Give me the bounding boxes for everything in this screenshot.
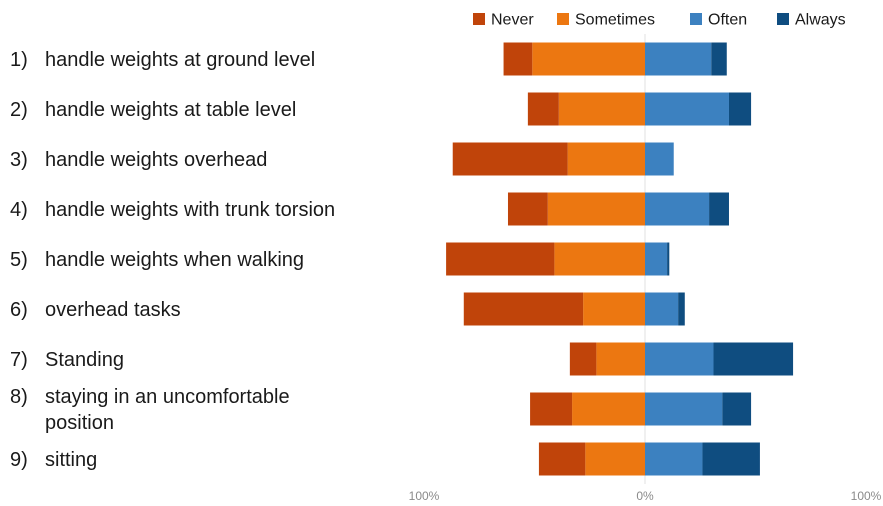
bar-sometimes	[596, 342, 645, 376]
bar-never	[463, 292, 584, 326]
category-label: handle weights when walking	[45, 249, 304, 271]
category-number: 3)	[10, 149, 28, 171]
legend-swatch-never	[473, 13, 485, 25]
bar-never	[507, 192, 548, 226]
category-number: 4)	[10, 199, 28, 221]
bar-always	[722, 392, 752, 426]
bar-sometimes	[554, 242, 645, 276]
bar-often	[645, 142, 674, 176]
x-tick-label: 100%	[409, 489, 440, 503]
category-label: staying in an uncomfortable	[45, 386, 290, 408]
bar-sometimes	[585, 442, 645, 476]
x-tick-label: 100%	[851, 489, 882, 503]
bar-always	[667, 242, 670, 276]
bar-often	[645, 442, 703, 476]
category-label: sitting	[45, 449, 97, 471]
bar-never	[503, 42, 533, 76]
bar-never	[538, 442, 586, 476]
bar-always	[728, 92, 752, 126]
category-label: handle weights at table level	[45, 99, 296, 121]
category-number: 6)	[10, 299, 28, 321]
bar-often	[645, 342, 714, 376]
x-axis-ticks: 100% 0% 100%	[409, 489, 882, 503]
category-label: handle weights with trunk torsion	[45, 199, 335, 221]
category-number: 8)	[10, 386, 28, 408]
legend-label-always: Always	[795, 12, 846, 29]
bar-never	[452, 142, 568, 176]
bar-always	[711, 42, 727, 76]
category-number: 5)	[10, 249, 28, 271]
category-label: Standing	[45, 349, 124, 371]
category-labels: 1) handle weights at ground level 2) handle…	[10, 49, 335, 471]
bar-always	[713, 342, 794, 376]
category-number: 7)	[10, 349, 28, 371]
bar-always	[709, 192, 729, 226]
bar-often	[645, 192, 710, 226]
legend: Never Sometimes Often Always	[473, 12, 846, 29]
category-label: position	[45, 412, 114, 434]
legend-label-sometimes: Sometimes	[575, 12, 655, 29]
legend-swatch-often	[690, 13, 702, 25]
category-label: handle weights overhead	[45, 149, 267, 171]
category-number: 1)	[10, 49, 28, 71]
bars	[446, 42, 794, 476]
bar-sometimes	[567, 142, 645, 176]
legend-swatch-sometimes	[557, 13, 569, 25]
bar-never	[530, 392, 573, 426]
bar-often	[645, 92, 729, 126]
bar-never	[527, 92, 559, 126]
bar-sometimes	[532, 42, 645, 76]
bar-often	[645, 292, 679, 326]
legend-swatch-always	[777, 13, 789, 25]
bar-often	[645, 42, 712, 76]
bar-never	[569, 342, 597, 376]
bar-never	[446, 242, 555, 276]
bar-always	[702, 442, 760, 476]
bar-sometimes	[558, 92, 645, 126]
bar-often	[645, 242, 668, 276]
bar-sometimes	[547, 192, 645, 226]
legend-label-often: Often	[708, 12, 747, 29]
category-label: handle weights at ground level	[45, 49, 315, 71]
x-tick-label: 0%	[636, 489, 654, 503]
bar-often	[645, 392, 723, 426]
bar-sometimes	[583, 292, 645, 326]
bar-sometimes	[572, 392, 645, 426]
category-number: 9)	[10, 449, 28, 471]
category-label: overhead tasks	[45, 299, 181, 321]
legend-label-never: Never	[491, 12, 534, 29]
category-number: 2)	[10, 99, 28, 121]
bar-always	[678, 292, 685, 326]
